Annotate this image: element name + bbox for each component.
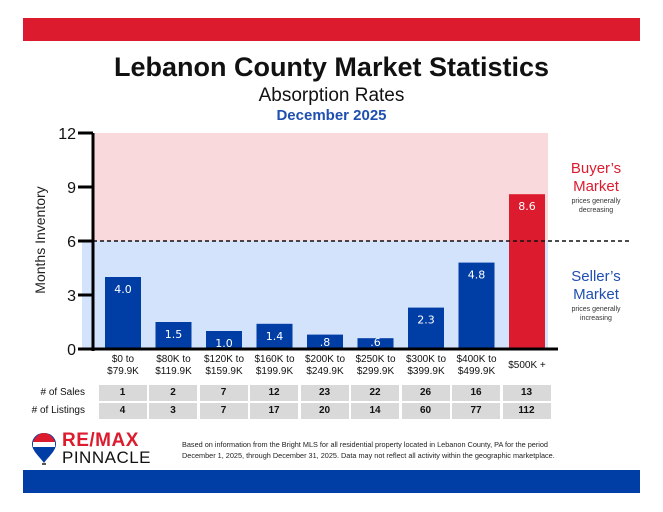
bar-5 <box>357 338 394 349</box>
listings-cell: 112 <box>502 403 551 419</box>
bar-value-label: 2.3 <box>417 314 435 327</box>
y-tick-label: 9 <box>67 180 76 197</box>
y-tick-label: 12 <box>58 126 76 143</box>
bar-value-label: 4.0 <box>114 283 132 296</box>
listings-cell: 77 <box>452 403 500 419</box>
buyer-market-zone <box>93 133 548 241</box>
data-source-note: Based on information from the Bright MLS… <box>182 440 555 460</box>
seller-market-note: prices generally increasing <box>571 306 621 322</box>
bar-value-label: 1.5 <box>165 328 183 341</box>
sales-cell: 7 <box>199 385 248 401</box>
x-category-label: $0 to $79.9K <box>107 354 139 377</box>
listings-row-label: # of Listings <box>31 405 85 416</box>
bar-2 <box>206 331 242 349</box>
sales-cell: 13 <box>502 385 551 401</box>
pinnacle-logo-text: PINNACLE <box>62 448 152 467</box>
bar-0 <box>105 277 141 349</box>
buyer-market-title: Buyer’s Market <box>570 160 622 195</box>
listings-cell: 14 <box>351 403 399 419</box>
bar-7 <box>458 262 495 349</box>
y-tick-label: 0 <box>67 342 76 359</box>
bar-value-label: 4.8 <box>468 269 486 282</box>
buyer-market-note: prices generally decreasing <box>571 198 621 214</box>
bar-8 <box>509 194 545 349</box>
listings-cell: 60 <box>401 403 450 419</box>
sales-cell: 2 <box>149 385 197 401</box>
sales-cell: 16 <box>452 385 500 401</box>
bar-value-label: .6 <box>370 336 381 349</box>
y-axis-label: Months Inventory <box>32 186 48 294</box>
x-category-label: $500K + <box>508 360 546 371</box>
listings-cell: 20 <box>300 403 349 419</box>
remax-logo-text: RE/MAX <box>62 430 139 451</box>
listings-cell: 7 <box>199 403 248 419</box>
page-title: Lebanon County Market Statistics <box>113 52 550 82</box>
sales-cell: 1 <box>98 385 147 401</box>
listings-cell: 3 <box>149 403 197 419</box>
sales-cell: 26 <box>401 385 450 401</box>
x-category-label: $80K to $119.9K <box>155 354 192 377</box>
x-category-label: $120K to $159.9K <box>203 354 245 377</box>
bottom-banner <box>23 470 640 493</box>
bar-4 <box>307 334 343 349</box>
bar-6 <box>408 307 444 349</box>
x-category-label: $160K to $199.9K <box>254 354 295 377</box>
top-banner <box>23 18 640 41</box>
listings-cell: 17 <box>250 403 298 419</box>
y-tick-label: 6 <box>67 234 76 251</box>
bar-value-label: 1.0 <box>215 337 233 350</box>
x-category-label: $250K to $299.9K <box>355 354 396 377</box>
sales-cell: 22 <box>351 385 399 401</box>
page-subtitle: Absorption Rates <box>258 85 405 106</box>
bar-value-label: .8 <box>320 336 331 349</box>
seller-market-title: Seller’s Market <box>571 268 621 303</box>
bar-value-label: 1.4 <box>266 330 284 343</box>
report-date: December 2025 <box>276 107 387 124</box>
x-category-label: $300K to $399.9K <box>405 354 447 377</box>
listings-cell: 4 <box>98 403 147 419</box>
remax-balloon-icon <box>32 433 56 465</box>
bar-value-label: 8.6 <box>518 200 536 213</box>
sales-row-label: # of Sales <box>40 387 85 398</box>
x-category-label: $200K to $249.9K <box>304 354 346 377</box>
bar-3 <box>256 323 293 349</box>
y-tick-label: 3 <box>67 288 76 305</box>
bar-1 <box>155 322 192 349</box>
sales-cell: 12 <box>250 385 298 401</box>
sales-cell: 23 <box>300 385 349 401</box>
x-category-label: $400K to $499.9K <box>456 354 497 377</box>
